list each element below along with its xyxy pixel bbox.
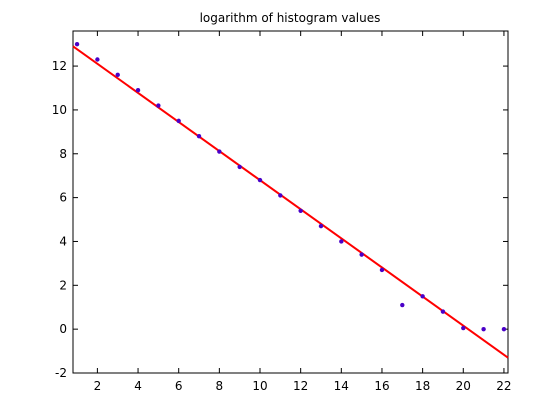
data-point (115, 72, 120, 78)
y-tick-label: 4 (59, 234, 67, 248)
y-tick-label: 6 (59, 191, 67, 205)
y-tick-label: 8 (59, 147, 67, 161)
data-point (176, 118, 181, 124)
y-tick-label: 2 (59, 278, 67, 292)
data-point (237, 164, 242, 170)
data-point (481, 326, 486, 332)
x-tick-label: 10 (252, 379, 267, 393)
data-point (298, 208, 303, 213)
y-tick-label: 12 (52, 59, 67, 73)
data-point (440, 309, 446, 314)
fit-line (72, 45, 509, 359)
data-point (400, 302, 405, 308)
y-tick-label: 0 (59, 322, 67, 336)
data-point (217, 149, 222, 154)
data-point (257, 177, 263, 183)
x-tick-label: 14 (334, 379, 349, 393)
data-point (196, 134, 202, 139)
data-point (74, 41, 80, 47)
data-point (156, 103, 161, 108)
x-tick-label: 18 (415, 379, 430, 393)
y-tick-label: 10 (52, 103, 67, 117)
x-tick-label: 4 (134, 379, 142, 393)
data-point (379, 267, 385, 273)
data-point (420, 294, 425, 299)
y-tick-label: -2 (55, 366, 67, 380)
x-tick-label: 22 (496, 379, 511, 393)
data-point (135, 87, 141, 93)
data-point (278, 193, 283, 198)
data-point (359, 252, 364, 257)
x-axis-ticks: 2 4 6 8 10 12 14 16 18 20 22 (94, 31, 512, 393)
x-tick-label: 20 (456, 379, 471, 393)
data-point (461, 325, 466, 331)
chart-title: logarithm of histogram values (200, 11, 381, 25)
data-point (339, 239, 344, 244)
x-tick-label: 2 (94, 379, 102, 393)
y-axis-ticks: -2 0 2 4 6 8 10 12 (52, 59, 508, 380)
series-layer (72, 41, 509, 359)
data-point (318, 223, 324, 229)
x-tick-label: 6 (175, 379, 183, 393)
x-tick-label: 12 (293, 379, 308, 393)
data-point (95, 57, 100, 62)
x-tick-label: 8 (216, 379, 224, 393)
x-tick-label: 16 (374, 379, 389, 393)
data-point (501, 326, 507, 332)
